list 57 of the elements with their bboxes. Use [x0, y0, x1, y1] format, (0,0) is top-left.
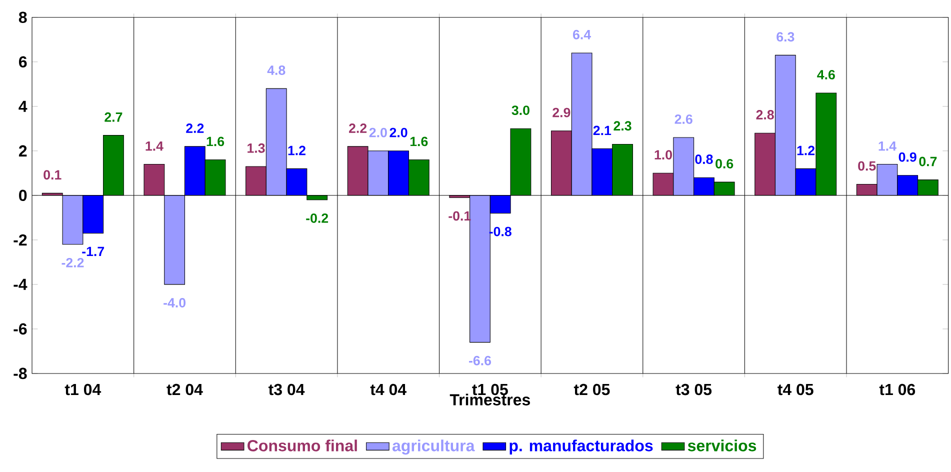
data-label: 4.8 [267, 65, 286, 75]
x-tick-label: t1 06 [879, 384, 916, 396]
data-label: 1.3 [248, 143, 265, 153]
data-label: 2.8 [756, 110, 774, 120]
x-tick-label: t1 05 [472, 384, 508, 396]
legend-label: servicios [688, 440, 756, 452]
data-label: 1.4 [878, 141, 896, 151]
y-tick-label: -8 [14, 368, 27, 380]
y-tick-label: 8 [18, 12, 27, 23]
data-label: 2.2 [186, 123, 204, 133]
data-label: -0.2 [306, 213, 328, 223]
legend-label: agricultura [392, 440, 475, 455]
y-tick-label: -2 [14, 234, 27, 246]
data-label: 2.0 [390, 128, 408, 138]
data-label: 2.0 [369, 128, 387, 138]
data-label: 3.0 [512, 105, 530, 115]
data-label: 1.2 [288, 146, 306, 156]
y-tick-label: 4 [18, 100, 28, 112]
data-label: -1.7 [82, 246, 104, 256]
data-label: 2.7 [104, 112, 122, 122]
data-label: 2.3 [614, 121, 632, 131]
data-label: 0.6 [716, 158, 734, 168]
x-axis-title: Trimestres [450, 394, 530, 406]
data-label: 1.0 [654, 150, 672, 160]
data-label: 0.1 [44, 170, 62, 180]
data-label: 6.4 [573, 30, 591, 40]
x-tick-label: t1 04 [64, 384, 102, 396]
y-tick-label: -6 [14, 323, 27, 335]
x-tick-label: t2 04 [166, 384, 203, 396]
data-label: 2.1 [593, 126, 612, 135]
data-label: 0.9 [898, 152, 916, 162]
legend-label: Consumo final [248, 440, 357, 452]
data-label: 2.6 [674, 114, 692, 124]
data-label: -6.6 [469, 356, 492, 366]
x-tick-label: t3 04 [268, 384, 305, 396]
data-label: 6.3 [776, 32, 794, 42]
legend-label: p. manufacturados [510, 440, 653, 454]
data-label: 1.6 [410, 136, 428, 146]
y-tick-label: 6 [18, 56, 27, 68]
data-label: 1.4 [146, 141, 164, 151]
data-label: 2.9 [552, 108, 570, 118]
x-tick-label: t3 05 [676, 384, 712, 396]
x-tick-label: t4 05 [778, 384, 814, 396]
data-label: 0.7 [919, 156, 937, 166]
data-label: 0.5 [858, 161, 876, 171]
y-tick-label: -4 [14, 278, 28, 290]
data-label: -4.0 [164, 298, 186, 308]
y-tick-label: 2 [18, 145, 27, 156]
data-label: 1.6 [206, 136, 224, 146]
y-tick-label: 0 [19, 190, 27, 201]
data-label: 0.8 [695, 154, 713, 164]
x-tick-label: t4 04 [370, 384, 406, 396]
data-label: -2.2 [62, 258, 84, 268]
data-label: 2.2 [349, 123, 367, 133]
data-label: 1.2 [797, 146, 815, 156]
data-label: 4.6 [817, 70, 835, 80]
x-tick-label: t2 05 [574, 384, 610, 396]
